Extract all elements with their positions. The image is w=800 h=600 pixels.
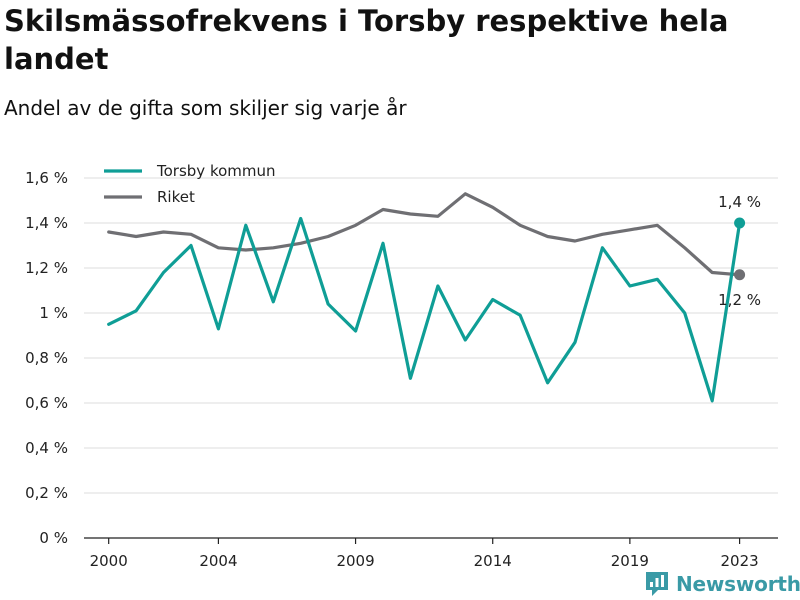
y-tick-label: 0 % <box>39 529 68 547</box>
chart-subtitle: Andel av de gifta som skiljer sig varje … <box>4 96 407 120</box>
end-label-riket: 1,2 % <box>718 291 761 309</box>
brand-name: Newsworthy <box>676 572 800 596</box>
chart-title: Skilsmässofrekvens i Torsby respektive h… <box>4 4 729 76</box>
newsworthy-logo-icon <box>646 572 668 596</box>
series-layer <box>107 192 746 403</box>
y-tick-label: 1,6 % <box>25 169 68 187</box>
x-tick-label: 2023 <box>721 552 759 570</box>
x-tick-label: 2004 <box>199 552 237 570</box>
x-tick-label: 2014 <box>474 552 512 570</box>
y-tick-label: 0,4 % <box>25 439 68 457</box>
legend-label: Riket <box>157 188 195 206</box>
brand-logo: Newsworthy <box>644 570 800 598</box>
grid-lines <box>84 177 778 539</box>
y-tick-label: 1,2 % <box>25 259 68 277</box>
end-label-torsby: 1,4 % <box>718 193 761 211</box>
legend-label: Torsby kommun <box>156 162 276 180</box>
end-point-riket <box>734 269 746 281</box>
legend: Torsby kommun Riket <box>104 162 276 206</box>
series-line-riket <box>107 192 742 277</box>
axes: 0 % 0,2 % 0,4 % 0,6 % 0,8 % 1 % 1,2 % 1,4 % 1,6 … <box>25 169 759 570</box>
x-tick-label: 2009 <box>336 552 374 570</box>
y-tick-label: 1,4 % <box>25 214 68 232</box>
x-tick-label: 2019 <box>611 552 649 570</box>
series-line-torsby <box>107 216 742 403</box>
y-tick-label: 0,8 % <box>25 349 68 367</box>
x-tick-label: 2000 <box>90 552 128 570</box>
y-tick-label: 0,6 % <box>25 394 68 412</box>
end-point-torsby <box>734 217 746 229</box>
y-tick-label: 1 % <box>39 304 68 322</box>
annotations: 1,2 % 1,4 % <box>718 193 761 309</box>
y-tick-label: 0,2 % <box>25 484 68 502</box>
